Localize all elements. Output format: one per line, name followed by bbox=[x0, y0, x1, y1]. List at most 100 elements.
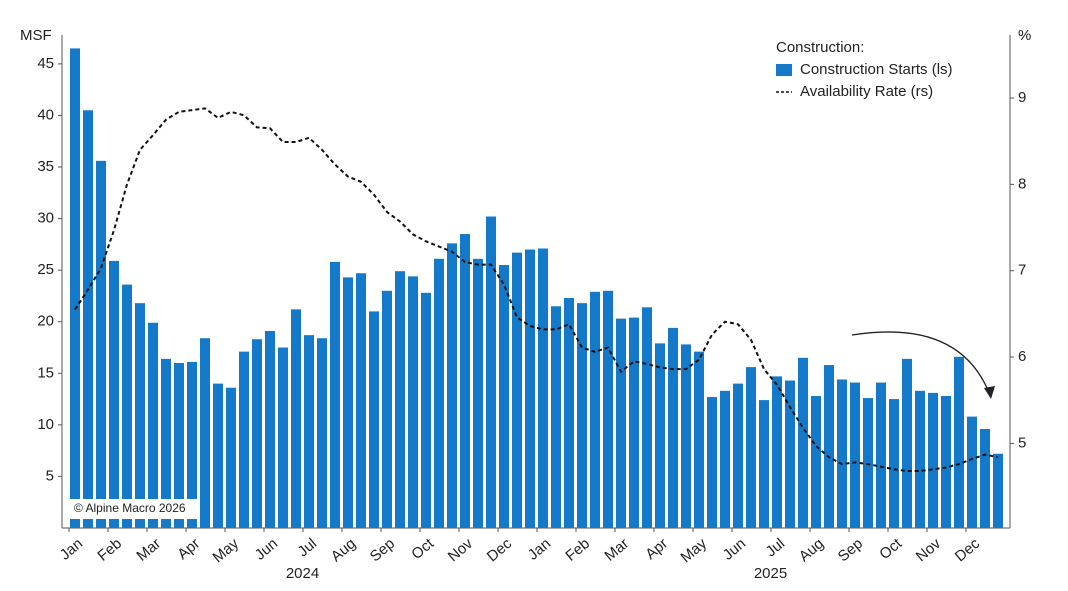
bar bbox=[486, 216, 496, 528]
bar bbox=[668, 327, 678, 528]
x-tick-label: Nov bbox=[445, 535, 477, 565]
x-tick-label: Feb bbox=[562, 535, 593, 565]
x-tick-label: Jul bbox=[762, 535, 788, 560]
bar bbox=[954, 356, 964, 528]
bar bbox=[252, 339, 262, 528]
y-tick-label: 20 bbox=[37, 313, 54, 330]
y-tick-label: 5 bbox=[46, 467, 54, 484]
x-tick-label: Jan bbox=[525, 535, 554, 564]
bar bbox=[499, 264, 509, 528]
bar bbox=[538, 248, 548, 528]
x-tick-label: Mar bbox=[601, 535, 632, 565]
bar bbox=[655, 343, 665, 528]
y-tick-label: 40 bbox=[37, 106, 54, 123]
bar bbox=[239, 351, 249, 528]
x-tick-label: Jul bbox=[294, 535, 320, 560]
bar bbox=[265, 331, 275, 528]
bar bbox=[356, 273, 366, 528]
bar bbox=[330, 261, 340, 528]
y-tick-label: 25 bbox=[37, 261, 54, 278]
bar bbox=[148, 322, 158, 528]
bar bbox=[850, 382, 860, 528]
x-tick-label: Apr bbox=[642, 535, 671, 563]
bar bbox=[915, 390, 925, 528]
x-tick-label: May bbox=[677, 535, 710, 567]
bar bbox=[577, 303, 587, 528]
legend-title: Construction: bbox=[776, 39, 864, 56]
bar bbox=[343, 277, 353, 528]
bar bbox=[928, 392, 938, 528]
legend-swatch bbox=[776, 64, 792, 76]
y-tick-label: 30 bbox=[37, 210, 54, 227]
x-tick-label: Aug bbox=[328, 535, 359, 565]
bar bbox=[941, 395, 951, 528]
x-tick-label: Mar bbox=[133, 535, 164, 565]
y-tick-label: 45 bbox=[37, 55, 54, 72]
bar bbox=[83, 110, 93, 528]
legend-label: Construction Starts (ls) bbox=[800, 61, 953, 78]
x-tick-label: Apr bbox=[174, 535, 203, 563]
source-note: © Alpine Macro 2026 bbox=[74, 501, 186, 515]
bar bbox=[109, 260, 119, 528]
line bbox=[74, 107, 999, 473]
source-box bbox=[68, 499, 198, 519]
y-tick-label: 10 bbox=[37, 416, 54, 433]
bar bbox=[863, 398, 873, 528]
bar bbox=[512, 252, 522, 528]
bar bbox=[694, 351, 704, 528]
bar bbox=[707, 397, 717, 528]
bar bbox=[421, 292, 431, 528]
x-tick-label: Nov bbox=[913, 535, 945, 565]
bar bbox=[824, 365, 834, 528]
bar bbox=[135, 303, 145, 528]
bar bbox=[772, 376, 782, 528]
bar bbox=[174, 362, 184, 528]
x-group-label: 2025 bbox=[754, 565, 787, 582]
bar bbox=[226, 387, 236, 528]
bar bbox=[564, 298, 574, 528]
legend-label: Availability Rate (rs) bbox=[800, 83, 933, 100]
x-tick-label: Jun bbox=[720, 535, 749, 564]
bar bbox=[408, 276, 418, 528]
y-axis-label: MSF bbox=[20, 27, 52, 44]
bar bbox=[447, 243, 457, 528]
bar bbox=[187, 361, 197, 528]
x-tick-label: Feb bbox=[94, 535, 125, 565]
y2-tick-label: 6 bbox=[1018, 348, 1026, 365]
bar bbox=[889, 399, 899, 528]
bar bbox=[837, 379, 847, 528]
bar bbox=[603, 290, 613, 528]
bar bbox=[434, 258, 444, 528]
x-tick-label: Jun bbox=[252, 535, 281, 564]
bar bbox=[291, 309, 301, 528]
bar bbox=[551, 306, 561, 528]
bar bbox=[902, 358, 912, 528]
bar bbox=[317, 338, 327, 528]
bar bbox=[525, 249, 535, 528]
y-tick-label: 35 bbox=[37, 158, 54, 175]
bar bbox=[616, 318, 626, 528]
y-tick-label: 15 bbox=[37, 364, 54, 381]
bar bbox=[967, 416, 977, 528]
y2-tick-label: 8 bbox=[1018, 175, 1026, 192]
bar bbox=[759, 400, 769, 528]
x-tick-label: Jan bbox=[57, 535, 86, 564]
bar bbox=[161, 358, 171, 528]
bar bbox=[993, 453, 1003, 528]
x-tick-label: May bbox=[209, 535, 242, 567]
bar bbox=[122, 284, 132, 528]
y2-tick-label: 9 bbox=[1018, 89, 1026, 106]
bar bbox=[70, 48, 80, 528]
bar bbox=[473, 258, 483, 528]
x-tick-label: Dec bbox=[952, 535, 984, 565]
bar bbox=[278, 347, 288, 528]
x-tick-label: Oct bbox=[876, 535, 905, 564]
arrow-head bbox=[984, 386, 995, 399]
x-group-label: 2024 bbox=[286, 565, 319, 582]
bar bbox=[785, 380, 795, 528]
bar bbox=[369, 311, 379, 528]
x-tick-label: Sep bbox=[367, 535, 398, 565]
bar bbox=[96, 160, 106, 529]
bar bbox=[746, 367, 756, 528]
